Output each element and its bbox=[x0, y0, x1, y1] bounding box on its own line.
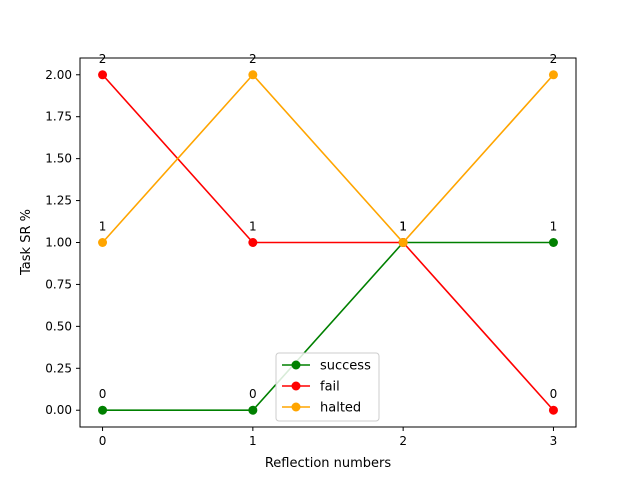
y-tick-label: 1.25 bbox=[45, 194, 72, 208]
legend-label-halted: halted bbox=[320, 401, 361, 416]
y-axis-label: Task SR % bbox=[19, 209, 34, 276]
legend-label-fail: fail bbox=[320, 380, 340, 395]
data-point-success bbox=[548, 238, 558, 247]
data-label-halted: 2 bbox=[550, 52, 558, 66]
data-point-halted bbox=[98, 238, 108, 247]
x-tick-label: 2 bbox=[399, 434, 407, 448]
data-point-success bbox=[248, 405, 258, 415]
legend-marker-halted bbox=[291, 402, 301, 412]
data-label-halted: 2 bbox=[249, 52, 257, 66]
data-label-fail: 0 bbox=[550, 387, 558, 401]
data-label-halted: 1 bbox=[99, 220, 107, 234]
data-point-fail bbox=[248, 238, 258, 247]
data-label-success: 1 bbox=[399, 220, 407, 234]
series-line-halted bbox=[101, 73, 555, 244]
y-tick-label: 0.25 bbox=[45, 361, 72, 375]
data-label-fail: 2 bbox=[99, 52, 107, 66]
data-label-success: 0 bbox=[249, 387, 257, 401]
y-tick-label: 0.50 bbox=[45, 319, 72, 333]
data-label-success: 0 bbox=[99, 387, 107, 401]
legend-box bbox=[275, 352, 380, 422]
y-tick-label: 1.00 bbox=[45, 236, 72, 250]
x-axis-label: Reflection numbers bbox=[265, 456, 392, 471]
plot-area: 0 1 2 3 0.00 0.25 0.50 0.75 1.00 1.25 1.50 1.75 2.00… bbox=[45, 52, 577, 448]
data-label-halted: 1 bbox=[399, 220, 407, 234]
series-line-success bbox=[102, 241, 554, 412]
data-point-halted bbox=[548, 70, 558, 80]
data-point-success bbox=[98, 405, 108, 415]
legend: success fail halted bbox=[275, 352, 380, 422]
data-label-fail: 1 bbox=[399, 220, 407, 234]
y-tick-label: 0.75 bbox=[45, 277, 72, 291]
x-tick-label: 0 bbox=[99, 434, 107, 448]
data-point-halted bbox=[398, 238, 408, 247]
x-tick-label: 1 bbox=[249, 434, 257, 448]
x-tick-label: 3 bbox=[550, 434, 558, 448]
data-label-fail: 1 bbox=[249, 220, 257, 234]
legend-marker-success bbox=[291, 360, 301, 370]
data-point-halted bbox=[248, 70, 258, 80]
y-tick-label: 1.75 bbox=[45, 110, 72, 124]
y-tick-label: 2.00 bbox=[45, 68, 72, 82]
legend-label-success: success bbox=[320, 359, 371, 374]
data-label-success: 1 bbox=[550, 220, 558, 234]
y-tick-label: 1.50 bbox=[45, 152, 72, 166]
data-point-fail bbox=[548, 405, 558, 415]
data-point-fail bbox=[98, 70, 108, 80]
y-tick-label: 0.00 bbox=[45, 403, 72, 417]
legend-marker-fail bbox=[291, 381, 301, 391]
